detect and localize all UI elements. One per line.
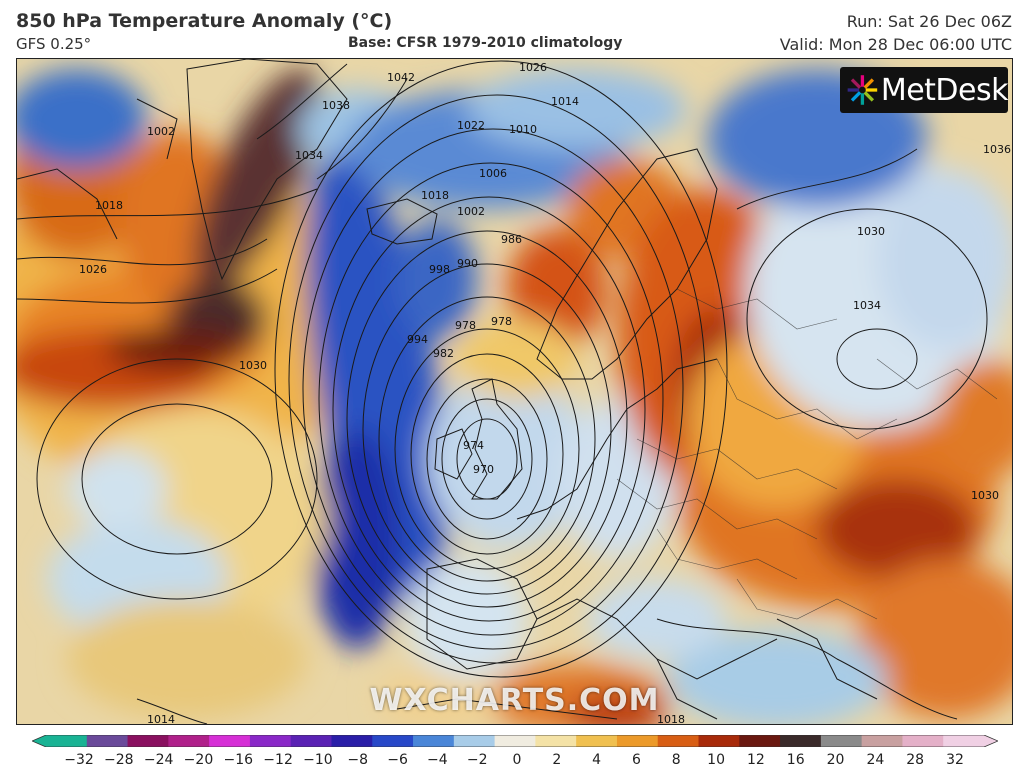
isobar-label: 1022 xyxy=(457,119,485,132)
colorbar-tick-label: −20 xyxy=(183,752,214,768)
isobar-label: 994 xyxy=(407,333,428,346)
colorbar-segment xyxy=(86,735,129,747)
colorbar-segment xyxy=(739,735,781,747)
metdesk-logo-mark xyxy=(847,75,878,105)
colorbar-tick-label: 24 xyxy=(866,752,885,768)
map-panel: 1002 1018 1026 1034 1038 1042 1026 1014 … xyxy=(16,58,1013,725)
colorbar-tick-label: −8 xyxy=(347,752,369,768)
colorbar-segment xyxy=(780,735,822,747)
coastlines xyxy=(17,59,878,720)
colorbar-tick-label: −10 xyxy=(303,752,333,768)
colorbar-tick-label: 10 xyxy=(707,752,725,768)
isobar-label: 1038 xyxy=(322,99,350,112)
colorbar-segment xyxy=(290,735,333,747)
colorbar-tick-label: 6 xyxy=(631,752,641,768)
colorbar-max-arrow xyxy=(984,735,998,747)
isobar-labels: 1002 1018 1026 1034 1038 1042 1026 1014 … xyxy=(79,61,1011,724)
colorbar-tick-label: 28 xyxy=(906,752,925,768)
isobars xyxy=(17,60,988,724)
colorbar-tick-label: 8 xyxy=(671,752,681,768)
colorbar-tick-label: 2 xyxy=(552,752,562,768)
colorbar-tick-label: 16 xyxy=(786,752,805,768)
isobar-label: 1018 xyxy=(95,199,123,212)
isobar-label: 1006 xyxy=(479,167,507,180)
isobar-label: 1042 xyxy=(387,71,415,84)
colorbar-segment xyxy=(943,735,985,747)
wxcharts-watermark: WXCHARTS.COM xyxy=(369,683,660,718)
isobar-label: 1018 xyxy=(421,189,449,202)
base-climatology-label: Base: CFSR 1979-2010 climatology xyxy=(348,35,623,51)
chart-title: 850 hPa Temperature Anomaly (°C) xyxy=(16,10,393,32)
isobar-label: 1002 xyxy=(457,205,485,218)
isobar-label: 982 xyxy=(433,347,454,360)
colorbar-segment xyxy=(168,735,210,747)
isobar-label: 1034 xyxy=(295,149,323,162)
colorbar-segment xyxy=(413,735,455,747)
colorbar-segment xyxy=(861,735,904,747)
colorbar-segment xyxy=(698,735,740,747)
colorbar-tick-label: −4 xyxy=(427,752,448,768)
colorbar-tick-label: 4 xyxy=(592,752,602,768)
valid-time-label: Valid: Mon 28 Dec 06:00 UTC xyxy=(779,35,1012,54)
colorbar-segment xyxy=(453,735,496,747)
metdesk-logo: MetDesk xyxy=(840,67,1009,113)
isobar-label: 1018 xyxy=(657,713,685,724)
colorbar-tick-label: −6 xyxy=(387,752,408,768)
colorbar-segment xyxy=(494,735,536,747)
isobar-label: 1030 xyxy=(857,225,885,238)
isobar-label: 1026 xyxy=(79,263,107,276)
temperature-anomaly-field xyxy=(17,68,1012,724)
isobar-label: 1026 xyxy=(519,61,547,74)
run-time-label: Run: Sat 26 Dec 06Z xyxy=(846,12,1012,31)
anomaly-map: 1002 1018 1026 1034 1038 1042 1026 1014 … xyxy=(17,59,1012,724)
isobar-label: 1036 xyxy=(983,143,1011,156)
isobar-label: 978 xyxy=(491,315,512,328)
metdesk-logo-text: MetDesk xyxy=(880,72,1009,108)
isobar-label: 978 xyxy=(455,319,476,332)
colorbar-tick-label: 12 xyxy=(746,752,765,768)
colorbar-tick-label: −32 xyxy=(64,752,94,768)
colorbar-segment xyxy=(127,735,169,747)
country-borders xyxy=(616,288,998,620)
isobar-label: 1002 xyxy=(147,125,175,138)
colorbar-tick-label: −28 xyxy=(104,752,134,768)
colorbar-tick-label: −12 xyxy=(263,752,293,768)
colorbar-segment xyxy=(46,735,88,747)
colorbar-segment xyxy=(616,735,659,747)
colorbar-tick-label: 20 xyxy=(826,752,845,768)
colorbar-segment xyxy=(331,735,373,747)
isobar-label: 970 xyxy=(473,463,494,476)
isobar-label: 974 xyxy=(463,439,484,452)
isobar-label: 990 xyxy=(457,257,478,270)
isobar-label: 1010 xyxy=(509,123,537,136)
isobar-label: 1034 xyxy=(853,299,881,312)
colorbar-ticks: −32 −28 −24 −20 −16 −12 −10 −8 −6 −4 −2 0 2 4 6 8 10 12 16… xyxy=(0,752,1024,772)
isobar-label: 1014 xyxy=(147,713,175,724)
colorbar-segment xyxy=(249,735,292,747)
colorbar-tick-label: −24 xyxy=(143,752,174,768)
colorbar-segment xyxy=(657,735,700,747)
colorbar-segment xyxy=(372,735,414,747)
model-label: GFS 0.25° xyxy=(16,35,92,53)
colorbar-min-arrow xyxy=(32,735,46,747)
colorbar-segment xyxy=(576,735,618,747)
colorbar-tick-label: 0 xyxy=(512,752,522,768)
colorbar-segment xyxy=(209,735,251,747)
isobar-label: 1030 xyxy=(971,489,999,502)
isobar-label: 998 xyxy=(429,263,450,276)
colorbar-tick-label: −16 xyxy=(223,752,254,768)
colorbar-segment xyxy=(902,735,944,747)
isobar-label: 1030 xyxy=(239,359,267,372)
colorbar-segment xyxy=(535,735,577,747)
colorbar-tick-label: −2 xyxy=(466,752,488,768)
isobar-label: 1014 xyxy=(551,95,579,108)
colorbar-segment xyxy=(820,735,863,747)
colorbar xyxy=(32,735,998,747)
isobar-label: 986 xyxy=(501,233,522,246)
colorbar-tick-label: 32 xyxy=(946,752,964,768)
